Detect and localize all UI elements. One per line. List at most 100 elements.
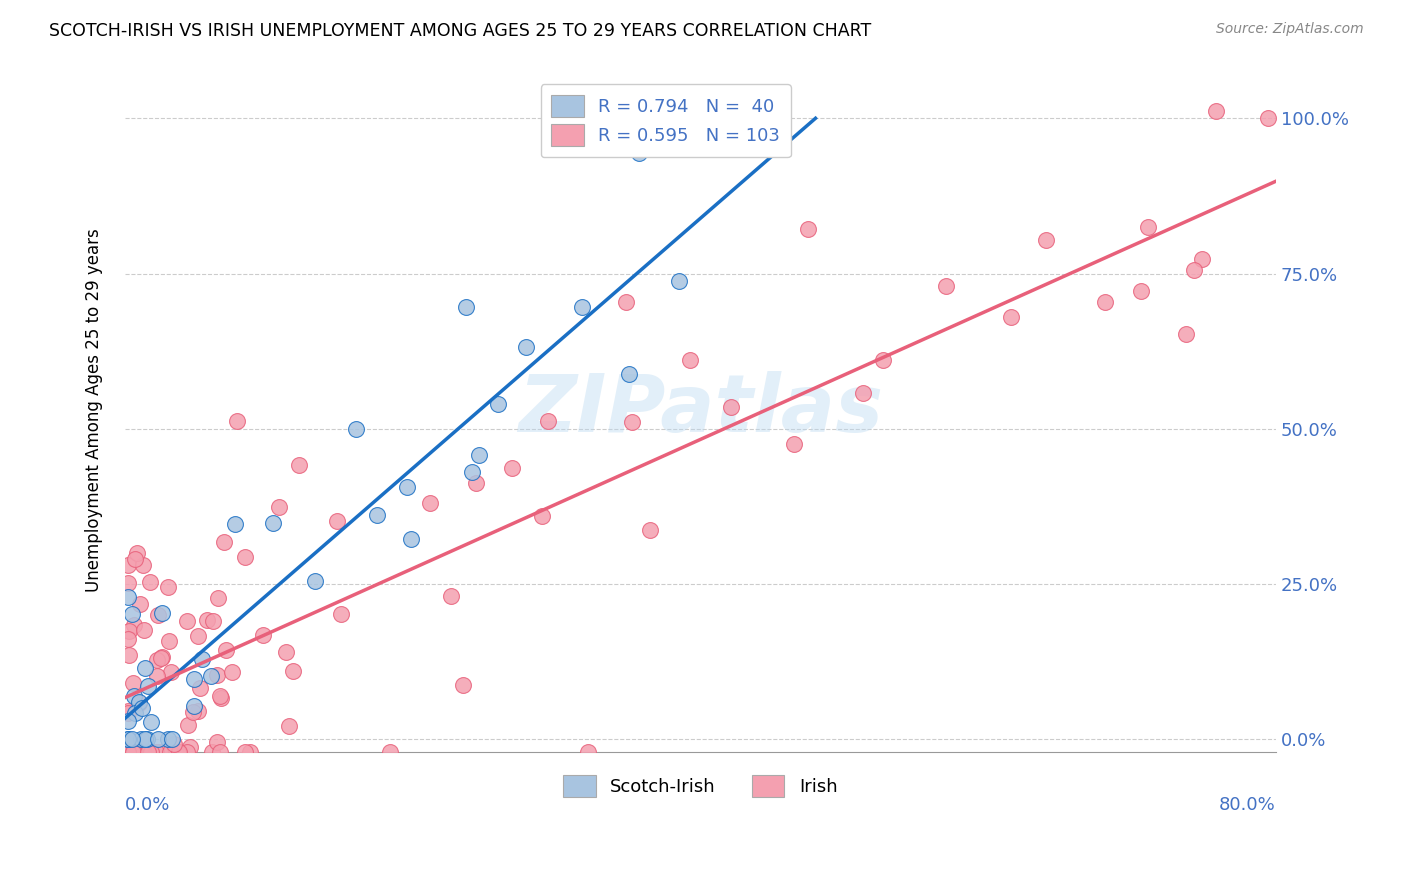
Point: [380, 745, 402, 759]
Point: [179, 739, 201, 754]
Point: [515, 341, 537, 355]
Point: [122, 618, 145, 632]
Point: [136, 731, 159, 746]
Point: [399, 532, 422, 546]
Point: [117, 590, 139, 604]
Point: [1035, 234, 1057, 248]
Point: [215, 642, 238, 657]
Point: [117, 745, 139, 759]
Point: [638, 523, 661, 537]
Y-axis label: Unemployment Among Ages 25 to 29 years: Unemployment Among Ages 25 to 29 years: [86, 228, 103, 592]
Point: [117, 558, 139, 572]
Point: [148, 607, 170, 622]
Point: [571, 300, 593, 314]
Point: [208, 745, 231, 759]
Point: [176, 745, 198, 759]
Point: [212, 534, 235, 549]
Point: [419, 496, 441, 510]
Point: [628, 145, 651, 160]
Point: [269, 500, 291, 514]
Point: [486, 397, 509, 411]
Point: [1094, 294, 1116, 309]
Point: [935, 279, 957, 293]
Point: [208, 689, 231, 703]
Point: [136, 679, 159, 693]
Point: [141, 715, 163, 730]
Point: [224, 517, 246, 532]
Point: [225, 413, 247, 427]
Point: [139, 574, 162, 589]
Text: Source: ZipAtlas.com: Source: ZipAtlas.com: [1216, 22, 1364, 37]
Point: [1257, 111, 1279, 125]
Point: [621, 415, 644, 429]
Point: [124, 551, 146, 566]
Legend: Scotch-Irish, Irish: Scotch-Irish, Irish: [555, 768, 845, 805]
Point: [304, 574, 326, 589]
Point: [156, 580, 179, 594]
Point: [122, 745, 145, 759]
Text: ZIPatlas: ZIPatlas: [517, 371, 883, 450]
Point: [1191, 252, 1213, 266]
Point: [531, 508, 554, 523]
Point: [157, 731, 180, 746]
Point: [132, 558, 155, 572]
Point: [117, 732, 139, 747]
Point: [281, 664, 304, 678]
Point: [163, 737, 186, 751]
Point: [132, 743, 155, 757]
Point: [344, 422, 367, 436]
Point: [157, 633, 180, 648]
Point: [782, 436, 804, 450]
Point: [128, 695, 150, 709]
Point: [124, 706, 146, 721]
Text: SCOTCH-IRISH VS IRISH UNEMPLOYMENT AMONG AGES 25 TO 29 YEARS CORRELATION CHART: SCOTCH-IRISH VS IRISH UNEMPLOYMENT AMONG…: [49, 22, 872, 40]
Point: [183, 705, 205, 719]
Point: [122, 689, 145, 703]
Point: [537, 414, 560, 428]
Point: [200, 745, 222, 759]
Point: [160, 732, 183, 747]
Point: [451, 678, 474, 692]
Point: [131, 701, 153, 715]
Point: [139, 745, 162, 759]
Point: [396, 480, 419, 494]
Point: [277, 719, 299, 733]
Point: [150, 606, 173, 620]
Point: [501, 461, 523, 475]
Point: [127, 546, 149, 560]
Point: [177, 718, 200, 732]
Point: [117, 632, 139, 647]
Text: 80.0%: 80.0%: [1219, 797, 1277, 814]
Point: [262, 516, 284, 530]
Point: [176, 614, 198, 628]
Point: [288, 458, 311, 472]
Point: [117, 648, 139, 663]
Point: [852, 386, 875, 401]
Point: [122, 745, 145, 759]
Point: [679, 353, 702, 368]
Text: 0.0%: 0.0%: [125, 797, 170, 814]
Point: [131, 732, 153, 747]
Point: [128, 696, 150, 710]
Point: [118, 624, 141, 638]
Point: [124, 745, 146, 759]
Point: [796, 222, 818, 236]
Point: [720, 400, 742, 414]
Point: [124, 745, 146, 759]
Point: [136, 745, 159, 759]
Point: [149, 745, 172, 759]
Point: [576, 745, 599, 759]
Point: [121, 607, 143, 621]
Point: [167, 745, 190, 759]
Point: [872, 353, 894, 368]
Point: [329, 607, 352, 621]
Point: [366, 508, 388, 522]
Point: [183, 672, 205, 686]
Point: [205, 735, 228, 749]
Point: [159, 745, 181, 759]
Point: [145, 745, 167, 759]
Point: [209, 690, 232, 705]
Point: [668, 274, 690, 288]
Point: [132, 624, 155, 638]
Point: [326, 514, 349, 528]
